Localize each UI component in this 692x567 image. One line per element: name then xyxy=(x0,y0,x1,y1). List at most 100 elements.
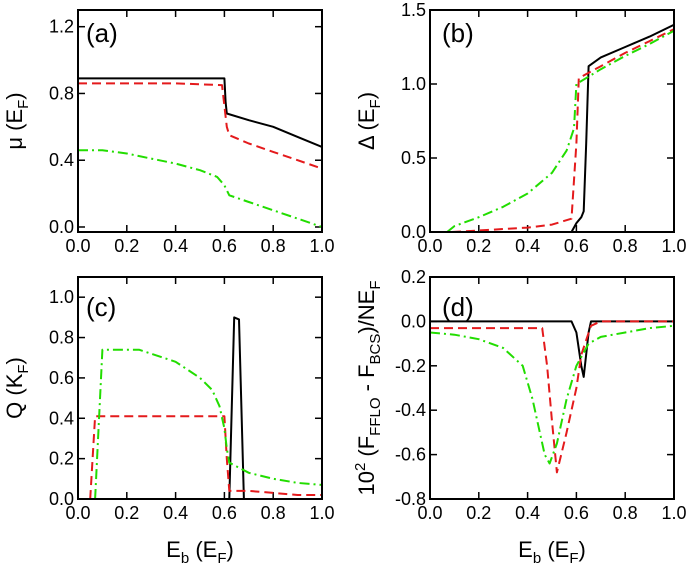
panel-a-ylabel-end: ) xyxy=(2,92,27,99)
panel-d-xlabel-sub: b xyxy=(533,550,541,567)
panel-b-ylabel-sub: F xyxy=(367,99,384,108)
panel-a-series xyxy=(78,77,322,228)
x-tick-label: 0.8 xyxy=(261,236,286,256)
series-line-red xyxy=(451,28,674,232)
y-tick-label: -0.4 xyxy=(395,400,426,420)
y-tick-label: 0.4 xyxy=(49,408,74,428)
x-tick-label: 0.6 xyxy=(212,503,237,523)
x-tick-label: 0.0 xyxy=(417,503,442,523)
x-tick-label: 0.4 xyxy=(163,236,188,256)
y-tick-label: 0.8 xyxy=(49,83,74,103)
y-tick-label: 0.8 xyxy=(49,328,74,348)
panel-c-tick-labels: 0.0 0.2 0.4 0.6 0.8 1.0 0.0 0.2 0.4 0.6 0.8 1.0 xyxy=(49,287,335,523)
panel-d: 0.0 0.2 0.4 0.6 0.8 1.0 -0.8 -0.6 -0.4 -0.2 0.0 0.2… xyxy=(352,267,687,567)
series-line-green xyxy=(430,324,674,465)
y-tick-label: 1.0 xyxy=(401,74,426,94)
x-tick-label: 0.2 xyxy=(114,503,139,523)
panel-c-xlabel-end: ) xyxy=(227,537,234,562)
panel-d-xlabel-sub2: F xyxy=(569,550,578,567)
x-tick-label: 0.0 xyxy=(65,503,90,523)
series-line-green xyxy=(78,149,322,228)
panel-c-xlabel-main: E xyxy=(166,537,181,562)
series-line-green xyxy=(446,29,674,232)
panel-d-ylabel-mid: (F xyxy=(354,436,379,463)
panel-d-frame xyxy=(429,276,675,500)
y-tick-label: 0.6 xyxy=(49,368,74,388)
x-tick-label: 0.0 xyxy=(65,236,90,256)
series-line-black xyxy=(570,23,674,232)
panel-d-ylabel-sub2: BCS xyxy=(367,334,384,365)
y-tick-label: 0.0 xyxy=(401,222,426,242)
x-tick-label: 0.2 xyxy=(466,503,491,523)
x-tick-label: 0.8 xyxy=(613,503,638,523)
panel-d-tick-labels: 0.0 0.2 0.4 0.6 0.8 1.0 -0.8 -0.6 -0.4 -0.2 0.0 0.2 xyxy=(395,267,687,523)
panel-c-label: (c) xyxy=(86,292,116,322)
y-tick-label: 0.0 xyxy=(49,489,74,509)
y-tick-label: 0.2 xyxy=(401,267,426,287)
y-tick-label: -0.8 xyxy=(395,489,426,509)
x-tick-label: 0.8 xyxy=(613,236,638,256)
x-tick-label: 0.2 xyxy=(114,236,139,256)
series-line-red xyxy=(89,415,322,499)
panel-d-ylabel-end: )/NE xyxy=(354,290,379,334)
x-tick-label: 0.6 xyxy=(564,236,589,256)
y-tick-label: 0.2 xyxy=(49,449,74,469)
y-tick-label: 1.0 xyxy=(49,287,74,307)
x-tick-label: 0.0 xyxy=(417,236,442,256)
panel-d-xlabel: Eb (EF) xyxy=(518,537,586,567)
panel-c-ylabel: Q (KF) xyxy=(2,357,32,419)
y-tick-label: -0.6 xyxy=(395,445,426,465)
panel-c-frame xyxy=(77,276,323,500)
panel-b-series xyxy=(446,23,674,232)
panel-a-ylabel-main: μ (E xyxy=(2,109,27,150)
panel-b-label: (b) xyxy=(442,18,474,48)
panel-a-ylabel: μ (EF) xyxy=(2,92,32,149)
panel-b-frame xyxy=(429,9,675,233)
y-tick-label: 0.0 xyxy=(401,311,426,331)
panel-c-ylabel-end: ) xyxy=(2,357,27,364)
x-tick-label: 1.0 xyxy=(309,236,334,256)
series-line-green xyxy=(94,348,322,499)
panel-d-xlabel-main: E xyxy=(518,537,533,562)
series-line-red xyxy=(430,320,674,474)
x-tick-label: 1.0 xyxy=(309,503,334,523)
x-tick-label: 0.6 xyxy=(564,503,589,523)
x-tick-label: 0.6 xyxy=(212,236,237,256)
panel-d-xlabel-end: ) xyxy=(579,537,586,562)
panel-d-ylabel-sub3: F xyxy=(367,280,384,289)
panel-d-ylabel: 102 (FFFLO - FBCS)/NEF xyxy=(352,280,384,495)
panel-a-label: (a) xyxy=(86,18,118,48)
panel-c-xlabel: Eb (EF) xyxy=(166,537,234,567)
panel-c-ylabel-sub: F xyxy=(15,364,32,373)
x-tick-label: 0.2 xyxy=(466,236,491,256)
series-line-black xyxy=(78,77,322,148)
y-tick-label: 0.0 xyxy=(49,217,74,237)
panel-d-ylabel-main: 10 xyxy=(354,471,379,495)
panel-d-label: (d) xyxy=(442,292,474,322)
panel-d-ylabel-sub: FFLO xyxy=(367,397,384,435)
panel-d-ylabel-sup: 2 xyxy=(352,463,369,471)
y-tick-label: 0.5 xyxy=(401,148,426,168)
panel-a: 0.0 0.2 0.4 0.6 0.8 1.0 0.0 0.4 0.8 1.2 (a) μ (EF… xyxy=(2,9,335,256)
y-tick-label: 1.5 xyxy=(401,0,426,20)
x-tick-label: 0.4 xyxy=(163,503,188,523)
panel-b-ylabel: Δ (EF) xyxy=(354,92,384,150)
panel-a-frame xyxy=(77,9,323,233)
panel-c: 0.0 0.2 0.4 0.6 0.8 1.0 0.0 0.2 0.4 0.6 0.8 1.0 (c)… xyxy=(2,276,335,567)
series-line-red xyxy=(78,82,322,170)
panel-a-tick-labels: 0.0 0.2 0.4 0.6 0.8 1.0 0.0 0.4 0.8 1.2 xyxy=(49,17,335,256)
panel-c-xlabel-mid: (E xyxy=(189,537,217,562)
x-tick-label: 0.4 xyxy=(515,503,540,523)
panel-c-xlabel-sub: b xyxy=(181,550,189,567)
y-tick-label: -0.2 xyxy=(395,356,426,376)
panel-b: 0.0 0.2 0.4 0.6 0.8 1.0 0.0 0.5 1.0 1.5 (b) Δ (EF… xyxy=(354,0,687,256)
x-tick-label: 0.8 xyxy=(261,503,286,523)
panel-c-ylabel-main: Q (K xyxy=(2,373,27,419)
x-tick-label: 1.0 xyxy=(661,503,686,523)
panel-d-xlabel-mid: (E xyxy=(541,537,569,562)
x-tick-label: 1.0 xyxy=(661,236,686,256)
y-tick-label: 1.2 xyxy=(49,17,74,37)
panel-d-ylabel-mid2: - F xyxy=(354,364,379,397)
panel-a-ylabel-sub: F xyxy=(15,100,32,109)
